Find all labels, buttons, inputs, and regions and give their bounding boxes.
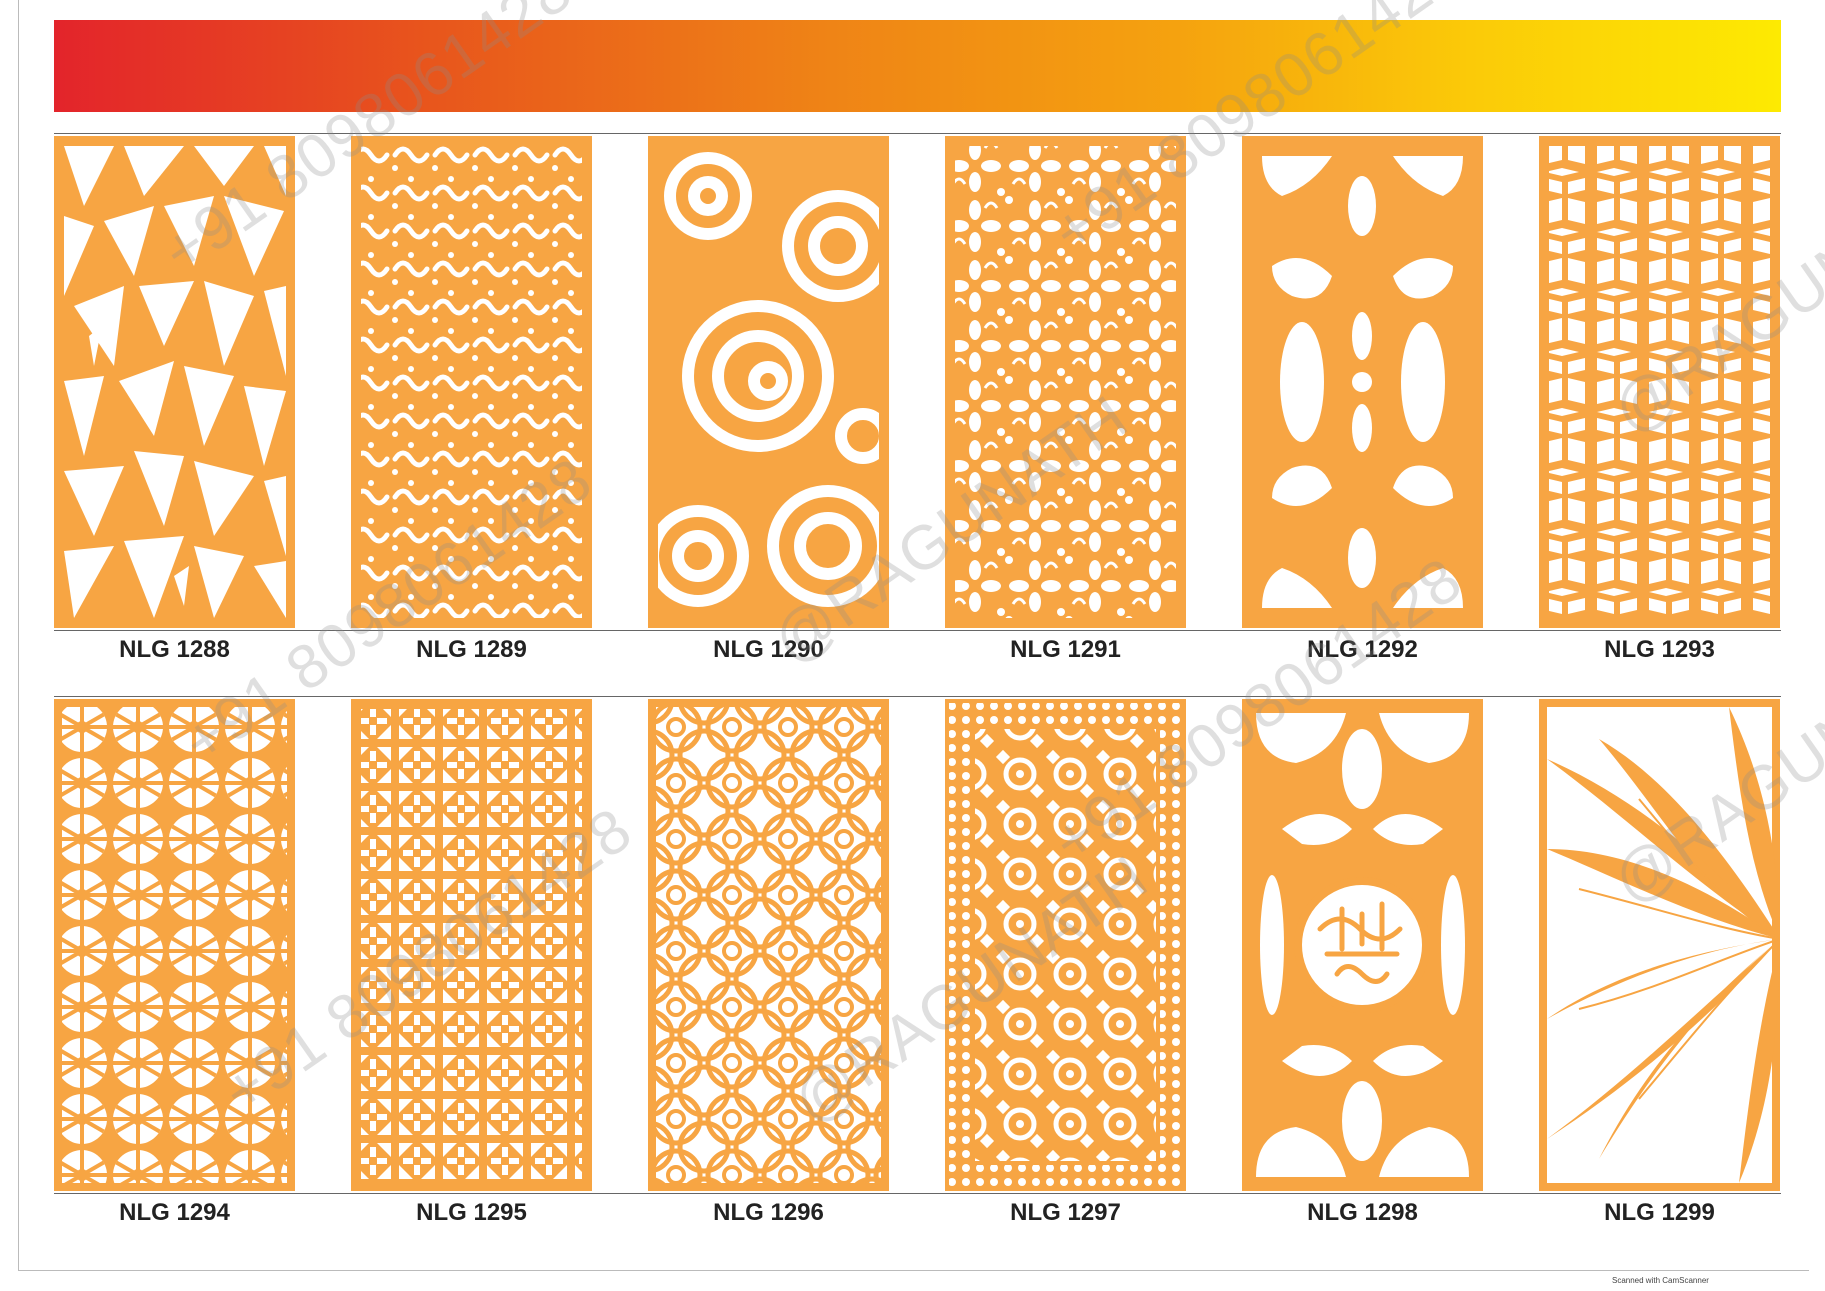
- panel-1299: [1539, 699, 1780, 1191]
- gradient-banner: [54, 20, 1781, 112]
- design-row-2: NLG 1294 NLG 1295 NLG 1296 NLG 1297 NLG …: [54, 696, 1781, 1226]
- panel-1290: [648, 136, 889, 628]
- design-code-1289: NLG 1289: [416, 636, 527, 663]
- panel-1289: [351, 136, 592, 628]
- design-code-1293: NLG 1293: [1604, 636, 1715, 663]
- panel-1291: [945, 136, 1186, 628]
- design-code-1294: NLG 1294: [119, 1199, 230, 1226]
- design-code-1292: NLG 1292: [1307, 636, 1418, 663]
- scanner-footer: Scanned with CamScanner: [1612, 1276, 1709, 1285]
- design-row-1: NLG 1288 NLG 1289 NLG 1290 NLG 1291 NLG …: [54, 133, 1781, 663]
- design-code-1299: NLG 1299: [1604, 1199, 1715, 1226]
- design-code-1290: NLG 1290: [713, 636, 824, 663]
- panel-1292: [1242, 136, 1483, 628]
- design-code-1298: NLG 1298: [1307, 1199, 1418, 1226]
- catalog-sheet: [18, 0, 1809, 1271]
- panel-1297: [945, 699, 1186, 1191]
- panel-1295: [351, 699, 592, 1191]
- design-code-1291: NLG 1291: [1010, 636, 1121, 663]
- panel-1294: [54, 699, 295, 1191]
- panel-1296: [648, 699, 889, 1191]
- panel-1298: [1242, 699, 1483, 1191]
- design-code-1297: NLG 1297: [1010, 1199, 1121, 1226]
- panel-1288: [54, 136, 295, 628]
- design-code-1296: NLG 1296: [713, 1199, 824, 1226]
- design-code-1295: NLG 1295: [416, 1199, 527, 1226]
- design-code-1288: NLG 1288: [119, 636, 230, 663]
- panel-1293: [1539, 136, 1780, 628]
